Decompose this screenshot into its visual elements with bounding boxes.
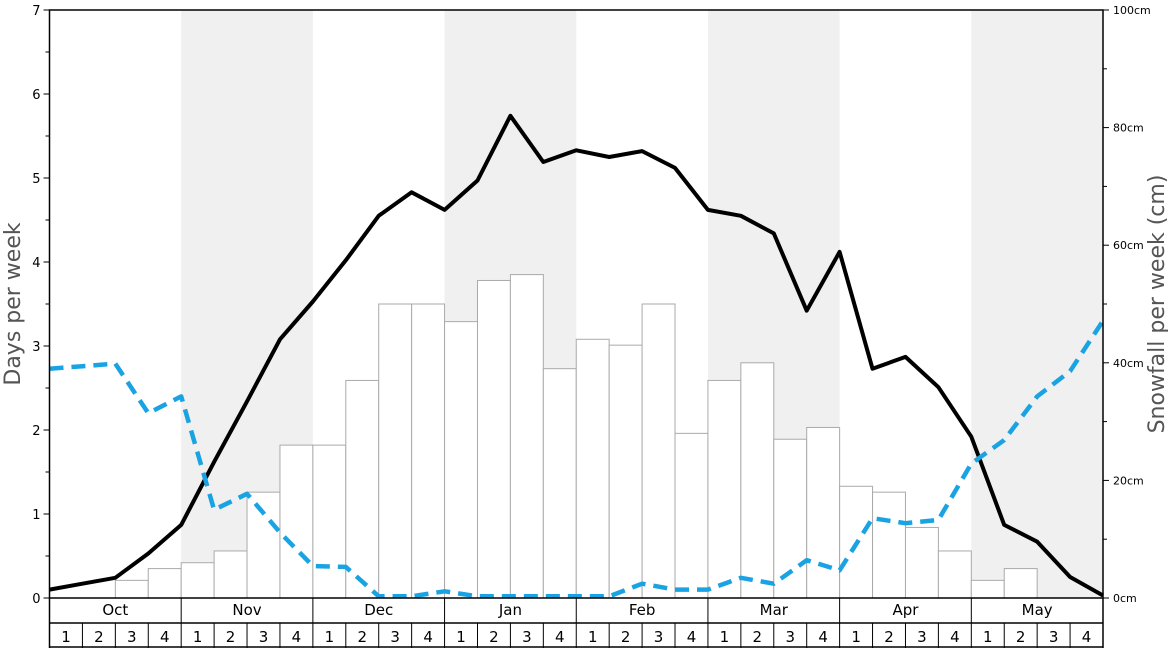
x-axis: Oct 1 2 3 4 Nov 1 2 3 4 Dec 1 2 3 4 Jan 1 2 3 4 Feb 1 2 3 4 Mar 1 2… bbox=[48, 598, 1104, 648]
week-label: 3 bbox=[1049, 628, 1059, 646]
snowfall-bar bbox=[937, 550, 972, 599]
snowfall-bar bbox=[872, 491, 906, 599]
week-label: 3 bbox=[259, 628, 269, 646]
right-axis-title: Snowfall per week (cm) bbox=[1145, 175, 1168, 434]
snowfall-bar bbox=[608, 344, 643, 599]
snowfall-bar bbox=[806, 426, 841, 599]
week-label: 2 bbox=[1016, 628, 1026, 646]
month-label-oct: Oct bbox=[102, 601, 128, 619]
right-tick-label: 80cm bbox=[1113, 122, 1144, 135]
week-label: 4 bbox=[950, 628, 960, 646]
snowfall-bar bbox=[707, 379, 742, 599]
week-label: 1 bbox=[588, 628, 598, 646]
snowfall-bar bbox=[411, 303, 446, 599]
snowfall-bar bbox=[180, 562, 215, 599]
week-label: 2 bbox=[94, 628, 104, 646]
snowfall-bar bbox=[904, 526, 939, 599]
week-label: 4 bbox=[423, 628, 433, 646]
week-label: 2 bbox=[226, 628, 236, 646]
month-label-mar: Mar bbox=[760, 601, 789, 619]
week-label: 4 bbox=[1082, 628, 1092, 646]
snowfall-bar bbox=[345, 379, 380, 599]
snowfall-bar bbox=[970, 579, 1005, 599]
snowfall-bar bbox=[740, 362, 775, 599]
week-label: 4 bbox=[818, 628, 828, 646]
month-shade-may bbox=[971, 10, 1103, 598]
right-tick-label: 60cm bbox=[1113, 239, 1144, 252]
week-label: 4 bbox=[292, 628, 302, 646]
month-label-may: May bbox=[1022, 601, 1053, 619]
snowfall-bar bbox=[1003, 568, 1038, 599]
snowfall-bar bbox=[575, 338, 610, 599]
left-axis-title: Days per week bbox=[1, 222, 26, 385]
left-tick-label: 4 bbox=[32, 256, 40, 271]
left-tick-label: 1 bbox=[32, 508, 40, 523]
snowfall-bar bbox=[542, 368, 577, 599]
left-tick-label: 6 bbox=[32, 88, 40, 103]
week-label: 2 bbox=[621, 628, 631, 646]
week-label: 2 bbox=[884, 628, 894, 646]
snowfall-bar bbox=[246, 491, 281, 599]
snowfall-bar bbox=[147, 568, 182, 599]
week-label: 2 bbox=[753, 628, 763, 646]
right-tick-label: 20cm bbox=[1113, 474, 1144, 487]
month-label-apr: Apr bbox=[892, 601, 919, 619]
snowfall-bar bbox=[378, 303, 413, 599]
week-label: 3 bbox=[917, 628, 927, 646]
week-label: 1 bbox=[983, 628, 993, 646]
right-tick-label: 100cm bbox=[1113, 4, 1151, 17]
left-axis: 0 1 2 3 4 5 6 7 bbox=[32, 4, 50, 607]
week-label: 3 bbox=[522, 628, 532, 646]
snowfall-bars bbox=[114, 274, 1038, 599]
week-label: 4 bbox=[687, 628, 697, 646]
week-label: 1 bbox=[325, 628, 335, 646]
week-label: 1 bbox=[851, 628, 861, 646]
week-label: 3 bbox=[127, 628, 137, 646]
snowfall-bar bbox=[641, 303, 676, 599]
week-label: 4 bbox=[160, 628, 170, 646]
week-label: 3 bbox=[785, 628, 795, 646]
week-label: 2 bbox=[489, 628, 499, 646]
week-label: 1 bbox=[61, 628, 71, 646]
week-label: 4 bbox=[555, 628, 565, 646]
solid-series-line bbox=[49, 113, 1104, 598]
right-axis: 0cm 20cm 40cm 60cm 80cm 100cm bbox=[1103, 4, 1151, 605]
snowfall-bar bbox=[674, 432, 709, 599]
left-tick-label: 2 bbox=[32, 424, 40, 439]
right-tick-label: 0cm bbox=[1113, 592, 1137, 605]
snowfall-bar bbox=[279, 444, 314, 599]
month-label-nov: Nov bbox=[232, 601, 261, 619]
month-label-feb: Feb bbox=[629, 601, 656, 619]
dashed-series-line bbox=[49, 319, 1105, 599]
right-tick-label: 40cm bbox=[1113, 357, 1144, 370]
month-label-dec: Dec bbox=[364, 601, 393, 619]
snowfall-bar bbox=[213, 550, 248, 599]
snowfall-bar bbox=[509, 274, 544, 599]
week-label: 1 bbox=[720, 628, 730, 646]
series-lines bbox=[49, 113, 1105, 599]
week-label: 3 bbox=[390, 628, 400, 646]
month-label-jan: Jan bbox=[498, 601, 522, 619]
snowfall-bar bbox=[114, 579, 149, 599]
snowfall-bar bbox=[312, 444, 347, 599]
week-label: 1 bbox=[456, 628, 466, 646]
week-label: 2 bbox=[357, 628, 367, 646]
snowfall-bar bbox=[444, 321, 478, 599]
left-tick-label: 7 bbox=[32, 4, 40, 19]
left-tick-label: 3 bbox=[32, 340, 40, 355]
week-label: 3 bbox=[654, 628, 664, 646]
left-tick-label: 0 bbox=[32, 592, 40, 607]
snowfall-bar bbox=[476, 279, 511, 599]
left-tick-label: 5 bbox=[32, 172, 40, 187]
week-label: 1 bbox=[193, 628, 203, 646]
